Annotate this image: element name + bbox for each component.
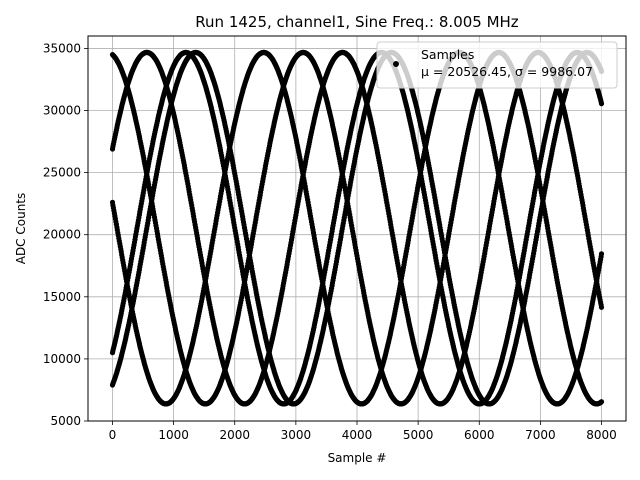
- sample-point: [598, 101, 605, 107]
- sample-point: [598, 304, 605, 310]
- sample-point: [598, 399, 605, 405]
- sample-point: [598, 251, 605, 257]
